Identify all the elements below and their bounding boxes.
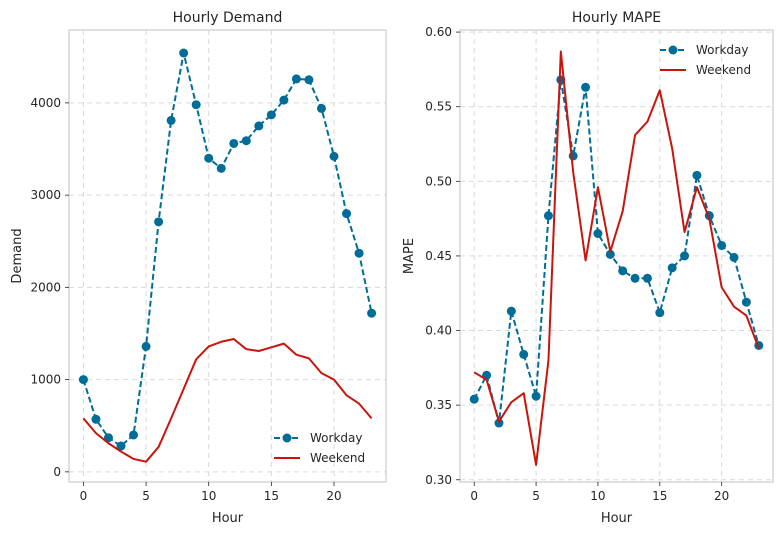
- data-point-workday: [329, 151, 339, 161]
- data-point-workday: [729, 252, 739, 262]
- x-tick-label: 20: [714, 489, 729, 503]
- legend-label-workday: Workday: [310, 431, 362, 445]
- legend-label-weekend: Weekend: [310, 451, 365, 465]
- data-point-workday: [618, 266, 628, 276]
- y-tick-label: 0.35: [425, 398, 452, 412]
- data-point-workday: [593, 229, 603, 239]
- y-axis-label: Demand: [10, 228, 25, 283]
- data-point-workday: [568, 151, 578, 161]
- legend-label-workday: Workday: [696, 43, 748, 57]
- y-tick-label: 0.40: [425, 324, 452, 338]
- data-point-workday: [279, 95, 289, 105]
- data-point-workday: [581, 82, 591, 92]
- y-tick-label: 2000: [30, 280, 61, 294]
- x-axis-label: Hour: [601, 511, 633, 526]
- data-point-workday: [354, 248, 364, 258]
- series-line-weekend: [473, 50, 760, 466]
- legend: Workday Weekend: [274, 431, 365, 465]
- x-tick-label: 10: [201, 489, 216, 503]
- x-tick-label: 20: [326, 489, 341, 503]
- data-point-workday: [519, 349, 529, 359]
- data-point-workday: [531, 391, 541, 401]
- data-point-workday: [692, 170, 702, 180]
- y-tick-label: 1000: [30, 373, 61, 387]
- data-point-workday: [494, 418, 504, 428]
- data-point-workday: [129, 430, 139, 440]
- data-point-workday: [266, 110, 276, 120]
- data-point-workday: [469, 394, 479, 404]
- data-point-workday: [630, 273, 640, 283]
- x-axis-label: Hour: [212, 511, 244, 526]
- x-tick-label: 10: [590, 489, 605, 503]
- y-tick-label: 0.60: [425, 25, 452, 39]
- data-point-workday: [304, 75, 314, 85]
- demand-chart: 0 5 10 15 20 0 1000 2000 3000 4000 Hourly Demand Ho…: [10, 10, 387, 526]
- x-tick-label: 15: [652, 489, 667, 503]
- legend-label-weekend: Weekend: [696, 63, 751, 77]
- data-point-workday: [741, 297, 751, 307]
- y-tick-label: 3000: [30, 188, 61, 202]
- data-point-workday: [241, 136, 251, 146]
- legend-marker-workday: [282, 433, 292, 443]
- data-point-workday: [291, 74, 301, 84]
- data-point-workday: [216, 163, 226, 173]
- data-point-workday: [78, 375, 88, 385]
- data-point-workday: [204, 153, 214, 163]
- legend: Workday Weekend: [660, 43, 751, 77]
- data-point-workday: [667, 263, 677, 273]
- plot-frame: [68, 29, 387, 483]
- y-tick-label: 0.55: [425, 100, 452, 114]
- data-point-workday: [642, 273, 652, 283]
- series-line-workday: [473, 78, 760, 425]
- data-point-workday: [605, 249, 615, 259]
- data-point-workday: [91, 414, 101, 424]
- y-axis-label: MAPE: [402, 238, 417, 274]
- data-point-workday: [316, 103, 326, 113]
- legend-marker-workday: [668, 45, 678, 55]
- chart-title: Hourly Demand: [173, 10, 283, 26]
- data-point-workday: [717, 240, 727, 250]
- x-tick-label: 0: [470, 489, 478, 503]
- data-point-workday: [141, 341, 151, 351]
- x-tick-label: 5: [142, 489, 150, 503]
- series-line-workday: [82, 52, 373, 448]
- y-tick-label: 0: [53, 465, 61, 479]
- data-point-workday: [103, 433, 113, 443]
- y-tick-label: 4000: [30, 96, 61, 110]
- data-point-workday: [179, 48, 189, 58]
- x-tick-label: 5: [532, 489, 540, 503]
- data-point-workday: [655, 308, 665, 318]
- chart-title: Hourly MAPE: [572, 10, 661, 26]
- data-point-workday: [166, 115, 176, 125]
- data-point-workday: [506, 306, 516, 316]
- data-point-workday: [116, 441, 126, 451]
- data-point-workday: [229, 138, 239, 148]
- x-tick-label: 15: [264, 489, 279, 503]
- y-tick-label: 0.45: [425, 249, 452, 263]
- data-point-workday: [367, 308, 377, 318]
- series-line-weekend: [82, 338, 373, 463]
- mape-chart: 0 5 10 15 20 0.30 0.35 0.40 0.45 0.50 0.55 0.60 Hour…: [402, 10, 774, 526]
- x-tick-label: 0: [80, 489, 88, 503]
- data-point-workday: [680, 251, 690, 261]
- y-tick-label: 0.50: [425, 174, 452, 188]
- data-point-workday: [154, 217, 164, 227]
- data-point-workday: [543, 211, 553, 221]
- y-tick-label: 0.30: [425, 473, 452, 487]
- data-point-workday: [191, 100, 201, 110]
- data-point-workday: [254, 121, 264, 131]
- data-point-workday: [342, 209, 352, 219]
